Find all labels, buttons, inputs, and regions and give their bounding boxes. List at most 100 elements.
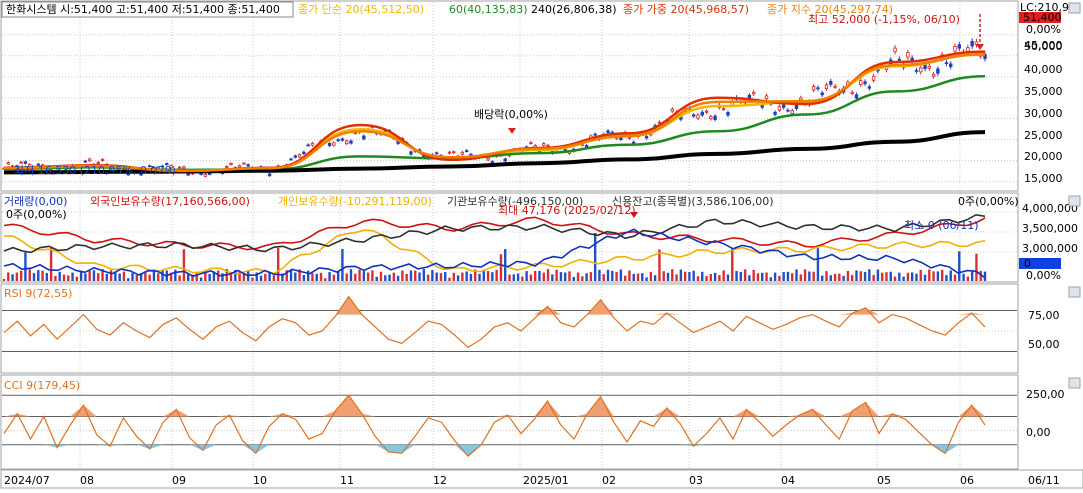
price-tick: 35,000	[1024, 85, 1063, 98]
candle-body	[786, 109, 790, 112]
volume-bar	[504, 249, 507, 281]
candle-body	[936, 68, 940, 74]
candle-body	[691, 114, 696, 117]
volume-bar	[641, 273, 644, 281]
candle-body	[546, 144, 550, 147]
volume-bar	[272, 275, 276, 281]
volume-bar	[422, 269, 426, 281]
candle-body	[225, 166, 229, 168]
candle-body	[593, 133, 597, 136]
volume-bar	[439, 273, 443, 281]
volume-bar	[234, 269, 237, 281]
volume-bar	[41, 270, 44, 281]
candle-body	[799, 97, 803, 101]
volume-bar	[551, 274, 554, 281]
volume-bar	[414, 270, 417, 281]
volume-bar	[915, 273, 918, 281]
volume-bar	[906, 272, 910, 281]
volume-bar	[979, 270, 982, 281]
volume-bar	[127, 278, 130, 281]
volume-bar	[465, 271, 468, 281]
volume-bar	[701, 271, 704, 281]
volume-bar	[688, 272, 691, 281]
candle-body	[606, 130, 610, 133]
volume-bar	[405, 273, 408, 281]
volume-bar	[336, 271, 340, 281]
candle-body	[246, 164, 250, 167]
candle-body	[177, 166, 182, 169]
candle-body	[147, 165, 152, 168]
volume-bar	[452, 272, 456, 281]
candle-body	[452, 151, 456, 154]
rsi-panel-toggle-button[interactable]	[1068, 286, 1081, 298]
candle-body	[6, 162, 10, 165]
cci-line	[3, 394, 986, 457]
volume-bar	[152, 269, 156, 281]
volume-bar	[341, 248, 344, 281]
cci-panel-toggle-button[interactable]	[1068, 377, 1081, 389]
volume-bar	[448, 277, 451, 281]
candle-body	[340, 138, 345, 141]
volume-bar	[135, 275, 138, 281]
candle-body	[751, 92, 756, 95]
volume-bar	[264, 273, 267, 281]
volume-bar	[306, 270, 310, 281]
dividend-annotation: 배당락(0,00%)	[474, 108, 548, 121]
candle-body	[777, 106, 782, 111]
time-label: 03	[689, 474, 703, 487]
volume-bar	[731, 248, 734, 281]
candle-body	[893, 47, 897, 52]
volume-bar	[499, 254, 503, 281]
volume-bar	[679, 269, 683, 281]
volume-bar	[114, 271, 117, 281]
volume-bar	[619, 269, 623, 281]
volume-bar	[418, 272, 421, 281]
candle-body	[100, 159, 105, 161]
volume-bar	[893, 276, 897, 281]
legend-individual: 개인보유수량(-10,291,119,00)	[278, 195, 432, 208]
credit-balance-line	[3, 228, 986, 279]
candle-body	[160, 165, 165, 168]
volume-bar	[581, 276, 584, 281]
price-axis: LC:210,95 51,400 0,00% 50,000 45,000 45,…	[1019, 1, 1076, 185]
volume-bar	[910, 272, 914, 281]
candle-body	[237, 165, 242, 168]
candle-body	[87, 158, 92, 162]
volume-bar	[366, 272, 370, 281]
volume-bar	[345, 273, 348, 281]
volume-bar	[713, 272, 717, 281]
volume-bar	[671, 269, 674, 281]
candle-body	[957, 44, 961, 49]
volume-bar	[495, 269, 498, 281]
volume-bar	[319, 272, 323, 281]
volume-bar	[2, 279, 6, 281]
candle-body	[297, 154, 302, 158]
candle-body	[182, 166, 186, 169]
volume-bar	[838, 273, 841, 281]
volume-bar	[782, 272, 785, 281]
volume-bar	[512, 274, 515, 281]
volume-bar	[966, 276, 970, 281]
legend-ma240: 240(26,806,38)	[531, 3, 617, 16]
volume-bar	[773, 272, 777, 281]
volume-bar	[795, 269, 798, 281]
volume-bar	[859, 271, 862, 281]
price-summary: 한화시스템 시:51,400 고:51,400 저:51,400 종:51,40…	[6, 3, 280, 16]
candle-body	[919, 67, 923, 73]
volume-bar	[384, 275, 387, 281]
candle-body	[816, 87, 820, 90]
volume-bar	[868, 269, 871, 281]
volume-bar	[508, 274, 511, 281]
time-label: 2025/01	[523, 474, 569, 487]
time-label: 2024/07	[4, 474, 50, 487]
candle-body	[23, 161, 28, 164]
price-tick: 40,000	[1024, 63, 1063, 76]
candle-body	[859, 80, 863, 86]
volume-bar	[221, 273, 224, 281]
volume-bar	[349, 269, 353, 281]
volume-bar	[563, 272, 567, 281]
price-panel-toggle-button[interactable]	[1068, 2, 1081, 14]
time-label: 04	[781, 474, 795, 487]
volume-bar	[281, 273, 284, 281]
flow-panel-toggle-button[interactable]	[1068, 195, 1081, 207]
